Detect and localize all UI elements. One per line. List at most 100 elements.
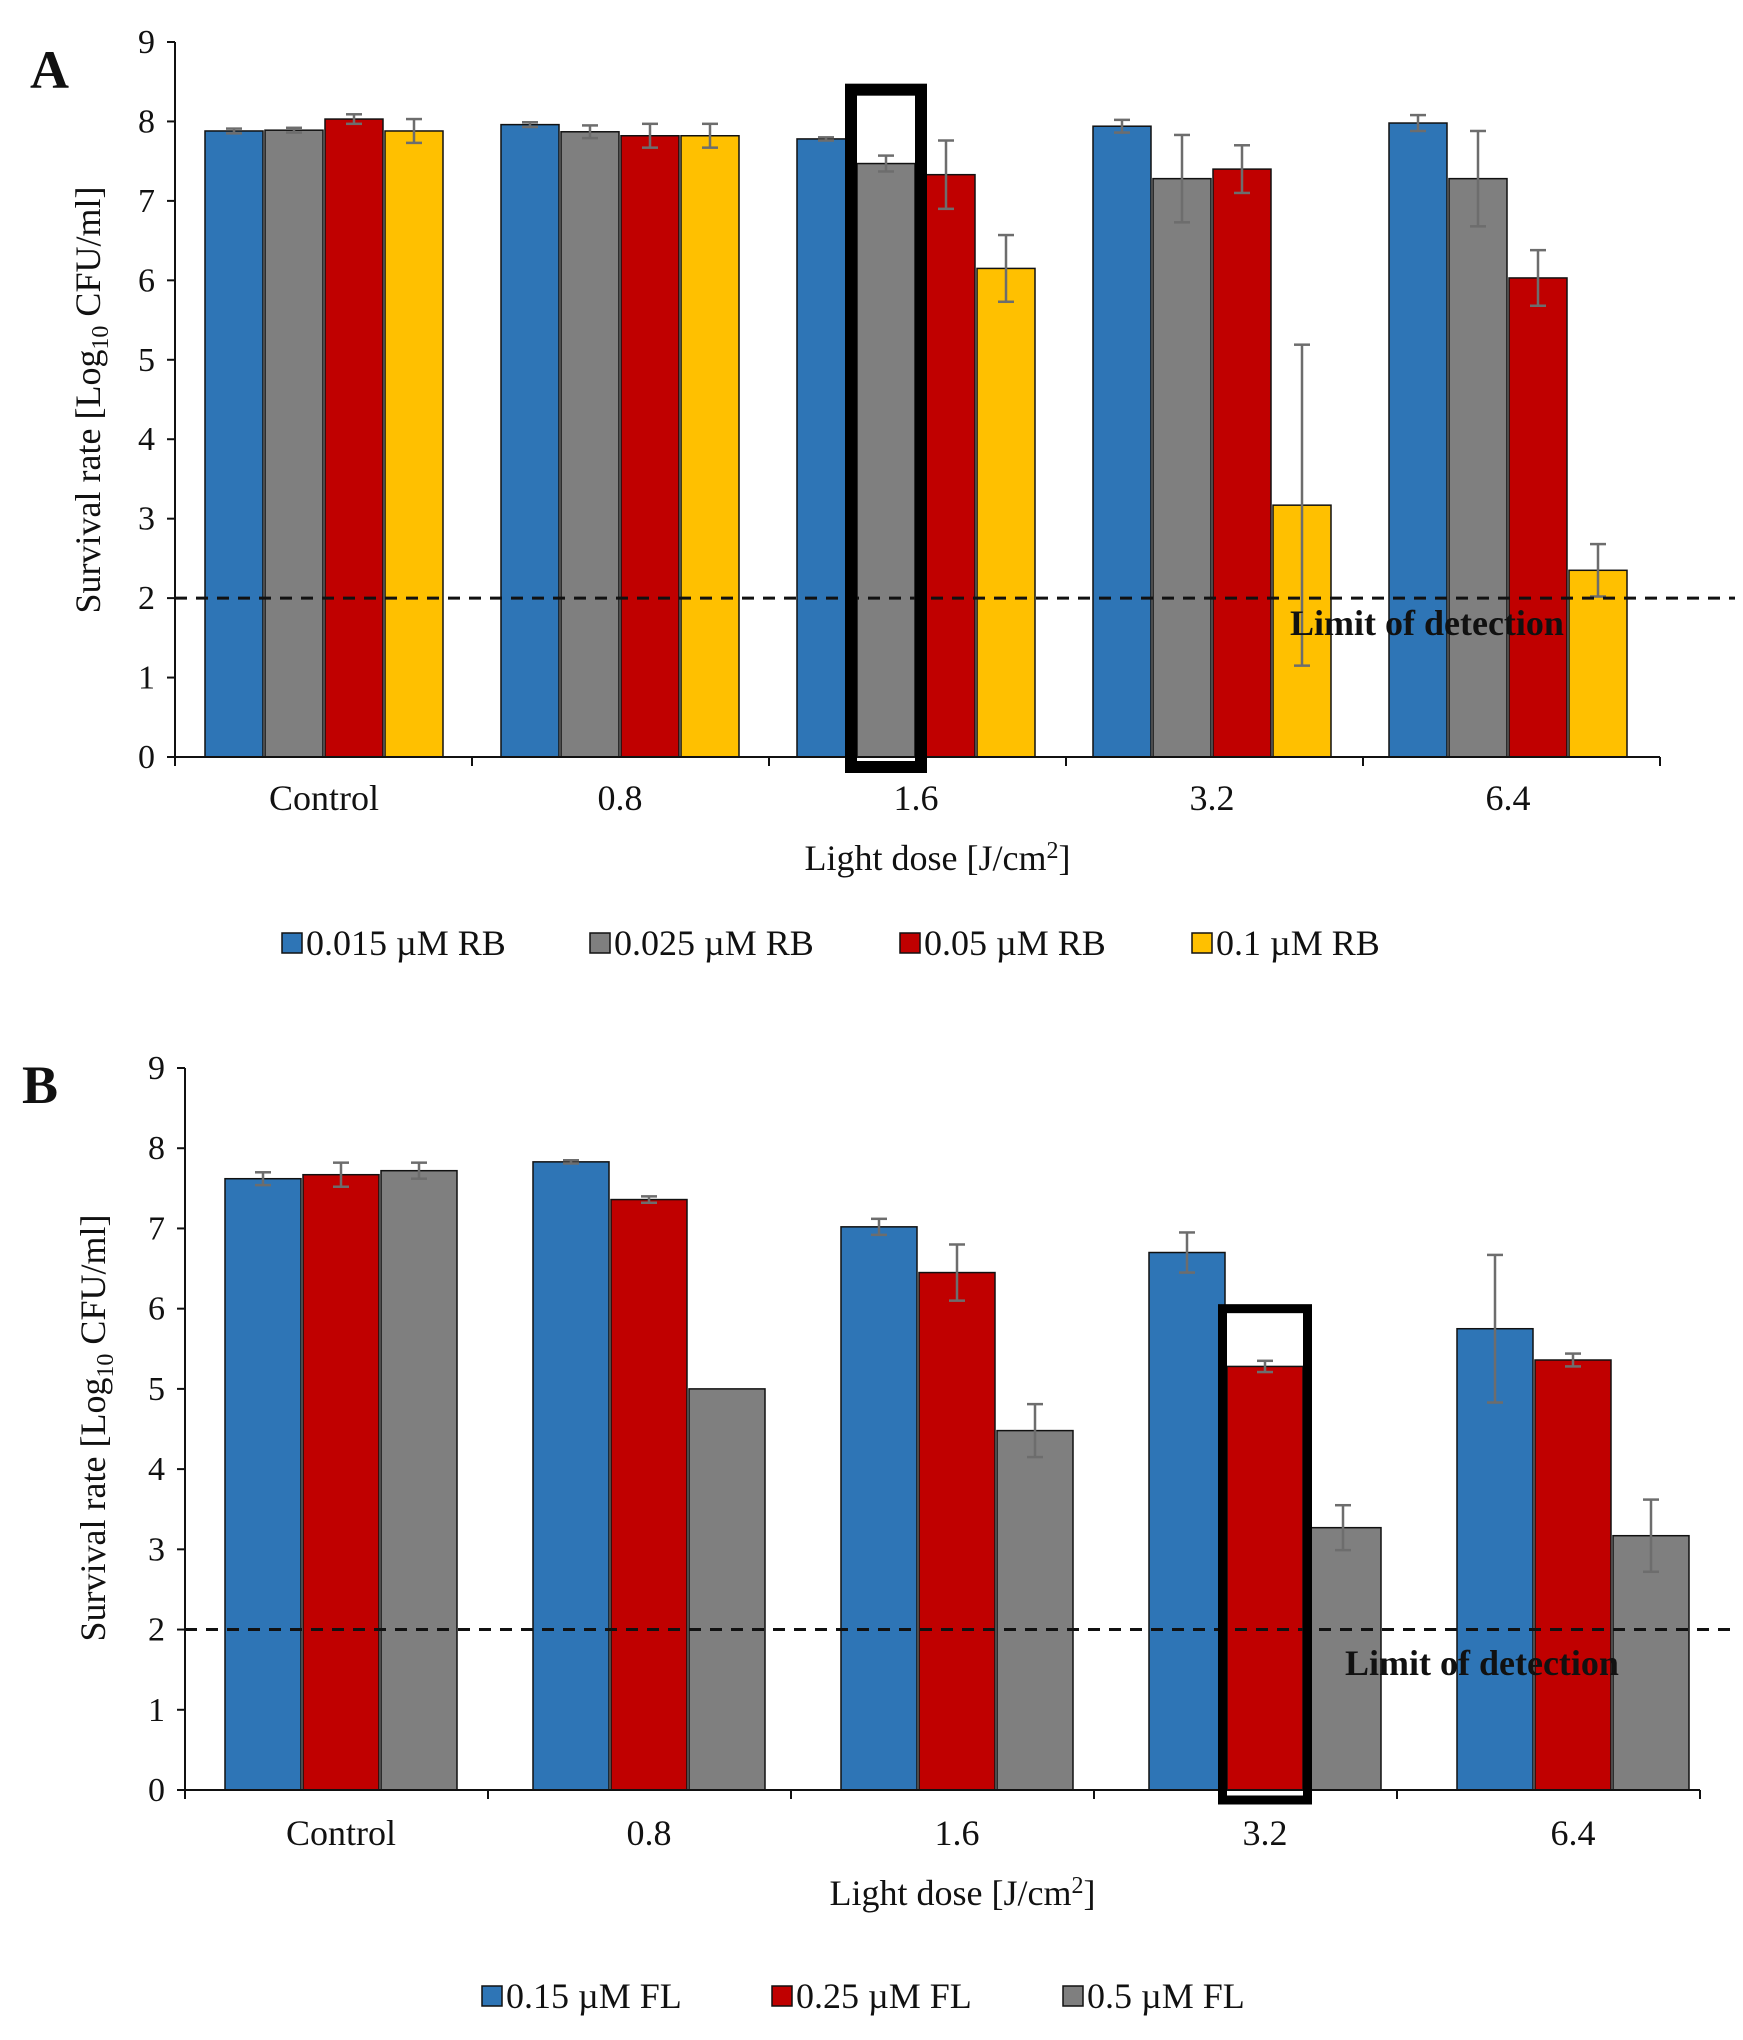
y-tick-label: 2 xyxy=(138,580,155,617)
x-axis-label-tail: ] xyxy=(1058,838,1070,878)
legend-swatch xyxy=(1062,1985,1084,2007)
chart-panel-b: B 0 1 2 3 4 5 6 7 8 9 Control 0.8 1.6 3.2 6.4 Limit of d… xyxy=(22,1050,1735,2016)
y-tick-label: 7 xyxy=(148,1210,165,1247)
y-tick-label: 0 xyxy=(148,1772,165,1809)
x-axis-label-sup: 2 xyxy=(1071,1873,1083,1899)
y-tick-label: 3 xyxy=(148,1531,165,1568)
y-axis-label-sub: 10 xyxy=(88,326,114,350)
legend-label: 0.05 µM RB xyxy=(924,923,1106,963)
y-axis-label-tail: CFU/ml] xyxy=(68,187,108,326)
y-tick-label: 5 xyxy=(138,342,155,379)
x-axis-label: Light dose [J/cm2] xyxy=(830,1873,1096,1913)
bar-0-15-m-fl-control xyxy=(224,1177,302,1791)
bar-0-15-m-fl-1-6 xyxy=(840,1226,918,1791)
chart-panel-a: A 0 1 2 3 4 5 6 7 8 9 Control 0.8 1.6 3.2 6.4 Limit of d… xyxy=(30,24,1735,963)
y-tick-label: 8 xyxy=(138,103,155,140)
y-axis-label-main: Survival rate [Log xyxy=(73,1378,113,1642)
x-tick-label: 0.8 xyxy=(598,778,643,818)
bar-0-1-m-rb-0-8 xyxy=(680,134,740,758)
x-axis-label: Light dose [J/cm2] xyxy=(805,838,1071,878)
panel-label: B xyxy=(22,1055,58,1115)
bar-0-25-m-fl-3-2 xyxy=(1226,1365,1304,1791)
bar-0-15-m-fl-6-4 xyxy=(1456,1327,1534,1791)
bar-0-5-m-fl-6-4 xyxy=(1612,1534,1690,1791)
panel-label: A xyxy=(30,40,69,100)
bar-0-5-m-fl-0-8 xyxy=(688,1388,766,1791)
x-axis-label-main: Light dose [J/cm xyxy=(830,1873,1072,1913)
y-tick-label: 8 xyxy=(148,1130,165,1167)
y-tick-label: 3 xyxy=(138,501,155,538)
bar-0-015-m-rb-6-4 xyxy=(1388,122,1448,758)
x-tick-label: Control xyxy=(286,1813,396,1853)
y-tick-label: 6 xyxy=(138,262,155,299)
bar-0-05-m-rb-0-8 xyxy=(620,134,680,758)
y-axis-label-tail: CFU/ml] xyxy=(73,1215,113,1354)
x-tick-label: Control xyxy=(269,778,379,818)
y-tick-label: 2 xyxy=(148,1612,165,1649)
bar-0-025-m-rb-1-6 xyxy=(856,162,916,758)
detection-limit-label: Limit of detection xyxy=(1290,603,1564,643)
x-tick-label: 1.6 xyxy=(935,1813,980,1853)
legend-label: 0.15 µM FL xyxy=(506,1976,682,2016)
x-tick-label: 6.4 xyxy=(1551,1813,1596,1853)
bar-0-1-m-rb-1-6 xyxy=(976,267,1036,758)
y-tick-label: 9 xyxy=(138,24,155,61)
legend: 0.15 µM FL 0.25 µM FL 0.5 µM FL xyxy=(481,1976,1245,2016)
x-tick-label: 1.6 xyxy=(894,778,939,818)
legend-swatch xyxy=(771,1985,793,2007)
y-tick-label: 1 xyxy=(148,1692,165,1729)
y-tick-label: 5 xyxy=(148,1371,165,1408)
bar-0-05-m-rb-control xyxy=(324,118,384,758)
x-axis-label-main: Light dose [J/cm xyxy=(805,838,1047,878)
bar-0-5-m-fl-control xyxy=(380,1169,458,1791)
legend-label: 0.25 µM FL xyxy=(796,1976,972,2016)
x-axis-label-tail: ] xyxy=(1083,1873,1095,1913)
x-tick-label: 6.4 xyxy=(1486,778,1531,818)
bar-0-015-m-rb-0-8 xyxy=(500,123,560,758)
legend: 0.015 µM RB 0.025 µM RB 0.05 µM RB 0.1 µM R… xyxy=(281,923,1380,963)
bar-0-25-m-fl-0-8 xyxy=(610,1198,688,1791)
bar-0-025-m-rb-6-4 xyxy=(1448,177,1508,758)
legend-swatch xyxy=(481,1985,503,2007)
bar-0-015-m-rb-3-2 xyxy=(1092,125,1152,758)
y-tick-label: 0 xyxy=(138,739,155,776)
x-tick-label: 0.8 xyxy=(627,1813,672,1853)
legend-label: 0.015 µM RB xyxy=(306,923,506,963)
bar-0-15-m-fl-3-2 xyxy=(1148,1251,1226,1791)
bar-0-5-m-fl-1-6 xyxy=(996,1429,1074,1791)
bar-0-25-m-fl-1-6 xyxy=(918,1271,996,1791)
legend-label: 0.5 µM FL xyxy=(1087,1976,1245,2016)
bar-0-1-m-rb-6-4 xyxy=(1568,569,1628,758)
x-tick-label: 3.2 xyxy=(1243,1813,1288,1853)
detection-limit-label: Limit of detection xyxy=(1345,1643,1619,1683)
legend-label: 0.025 µM RB xyxy=(614,923,814,963)
bar-0-15-m-fl-0-8 xyxy=(532,1161,610,1791)
highlight-box xyxy=(1218,1304,1312,1805)
y-tick-label: 6 xyxy=(148,1291,165,1328)
bar-0-025-m-rb-control xyxy=(264,129,324,758)
x-axis-label-sup: 2 xyxy=(1046,838,1058,864)
legend-swatch xyxy=(899,932,921,954)
legend-swatch xyxy=(1191,932,1213,954)
y-axis-label-sub: 10 xyxy=(93,1354,119,1378)
y-tick-label: 7 xyxy=(138,183,155,220)
bar-0-05-m-rb-3-2 xyxy=(1212,168,1272,758)
bar-0-1-m-rb-control xyxy=(384,130,444,758)
bar-0-25-m-fl-6-4 xyxy=(1534,1359,1612,1791)
highlight-box xyxy=(845,83,927,773)
bar-0-05-m-rb-6-4 xyxy=(1508,277,1568,758)
legend-swatch xyxy=(589,932,611,954)
y-tick-label: 4 xyxy=(148,1451,165,1488)
y-tick-label: 4 xyxy=(138,421,155,458)
y-tick-label: 9 xyxy=(148,1050,165,1087)
legend-swatch xyxy=(281,932,303,954)
bar-0-025-m-rb-0-8 xyxy=(560,131,620,758)
legend-label: 0.1 µM RB xyxy=(1216,923,1380,963)
bar-0-025-m-rb-3-2 xyxy=(1152,177,1212,758)
y-axis-label: Survival rate [Log10 CFU/ml] xyxy=(68,187,114,614)
bar-0-25-m-fl-control xyxy=(302,1173,380,1791)
y-tick-label: 1 xyxy=(138,660,155,697)
bar-0-015-m-rb-control xyxy=(204,130,264,758)
x-tick-label: 3.2 xyxy=(1190,778,1235,818)
